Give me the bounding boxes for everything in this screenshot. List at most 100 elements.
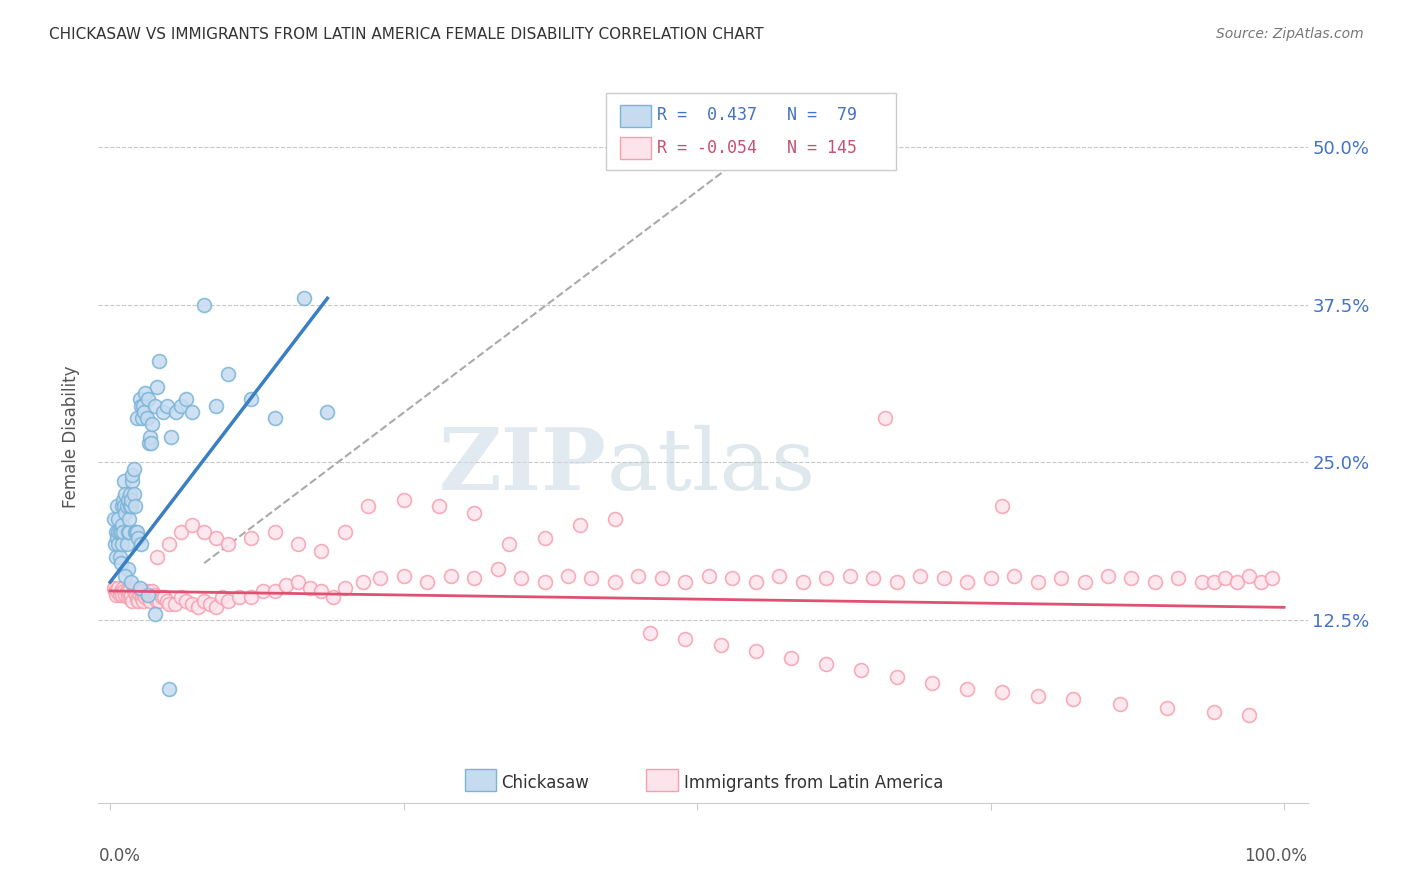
- Text: ZIP: ZIP: [439, 425, 606, 508]
- Point: [392, 569, 415, 583]
- Point: [121, 474, 143, 488]
- Point: [105, 531, 128, 545]
- Point: [427, 500, 450, 514]
- Point: [721, 571, 744, 585]
- Point: [1026, 575, 1049, 590]
- Point: [181, 405, 204, 419]
- Point: [357, 500, 380, 514]
- Point: [486, 562, 509, 576]
- Point: [103, 512, 125, 526]
- Point: [1097, 569, 1119, 583]
- Point: [240, 591, 263, 605]
- Point: [150, 591, 173, 605]
- FancyBboxPatch shape: [606, 94, 897, 170]
- Point: [204, 600, 226, 615]
- Point: [134, 405, 156, 419]
- Point: [117, 493, 139, 508]
- Point: [169, 591, 191, 605]
- Point: [165, 405, 187, 419]
- Point: [1062, 692, 1084, 706]
- Point: [627, 569, 650, 583]
- Point: [105, 524, 128, 539]
- Point: [157, 537, 180, 551]
- Point: [131, 591, 153, 605]
- Point: [181, 518, 204, 533]
- Point: [111, 500, 134, 514]
- Point: [105, 500, 128, 514]
- Point: [105, 588, 128, 602]
- Point: [129, 537, 152, 551]
- Text: R =  0.437   N =  79: R = 0.437 N = 79: [657, 106, 858, 125]
- Point: [160, 430, 183, 444]
- Point: [673, 575, 696, 590]
- Point: [120, 500, 142, 514]
- Point: [1121, 571, 1143, 585]
- Point: [557, 569, 579, 583]
- Point: [117, 591, 139, 605]
- Point: [138, 591, 160, 605]
- Point: [148, 594, 170, 608]
- Point: [991, 685, 1014, 699]
- Point: [498, 537, 520, 551]
- Point: [311, 583, 333, 598]
- Point: [1237, 569, 1260, 583]
- Text: Source: ZipAtlas.com: Source: ZipAtlas.com: [1216, 27, 1364, 41]
- Point: [673, 632, 696, 646]
- Point: [135, 588, 157, 602]
- Point: [155, 594, 177, 608]
- Point: [108, 549, 131, 564]
- Point: [991, 500, 1014, 514]
- Point: [333, 582, 356, 596]
- Point: [153, 591, 176, 605]
- FancyBboxPatch shape: [620, 137, 651, 159]
- Point: [815, 657, 838, 671]
- Point: [131, 411, 153, 425]
- Point: [124, 500, 146, 514]
- Point: [142, 591, 165, 605]
- Point: [104, 537, 127, 551]
- Point: [125, 588, 148, 602]
- Point: [157, 597, 180, 611]
- Point: [115, 500, 138, 514]
- Point: [148, 354, 170, 368]
- Point: [263, 583, 285, 598]
- Point: [1167, 571, 1189, 585]
- Point: [111, 537, 134, 551]
- Point: [120, 500, 142, 514]
- Point: [439, 569, 461, 583]
- Point: [108, 524, 131, 539]
- Point: [287, 575, 309, 590]
- Point: [333, 524, 356, 539]
- Point: [115, 583, 138, 598]
- Point: [124, 582, 146, 596]
- Point: [193, 594, 215, 608]
- Point: [138, 436, 160, 450]
- Point: [127, 594, 149, 608]
- Point: [204, 399, 226, 413]
- Point: [129, 583, 152, 598]
- Point: [292, 291, 315, 305]
- Point: [187, 600, 209, 615]
- Point: [141, 417, 163, 432]
- Point: [1202, 705, 1225, 719]
- Point: [217, 594, 239, 608]
- Point: [134, 386, 156, 401]
- Point: [287, 537, 309, 551]
- Point: [181, 597, 204, 611]
- Point: [204, 531, 226, 545]
- Point: [132, 399, 155, 413]
- Point: [110, 556, 132, 570]
- Point: [176, 594, 198, 608]
- Point: [463, 506, 485, 520]
- Point: [1002, 569, 1025, 583]
- Point: [127, 531, 149, 545]
- Point: [114, 506, 136, 520]
- Point: [780, 650, 803, 665]
- Point: [112, 500, 135, 514]
- Point: [311, 543, 333, 558]
- Point: [298, 582, 321, 596]
- Point: [120, 588, 142, 602]
- Point: [932, 571, 955, 585]
- Point: [121, 594, 143, 608]
- Point: [815, 571, 838, 585]
